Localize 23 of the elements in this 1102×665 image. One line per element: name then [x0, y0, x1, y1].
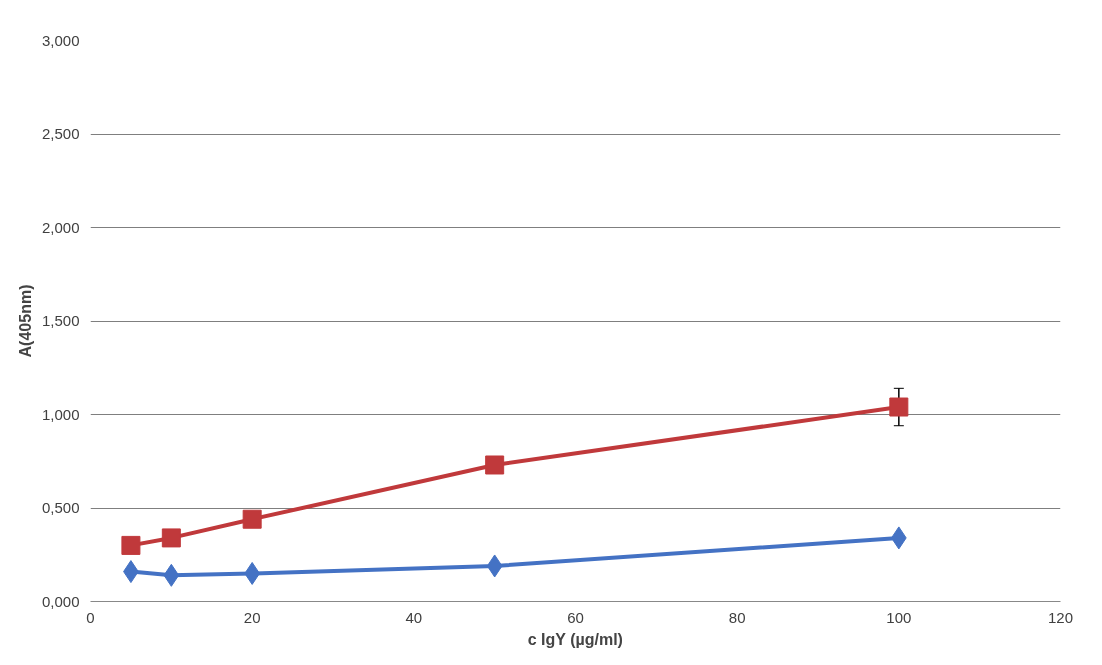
y-tick-label: 2,000 — [41, 218, 80, 236]
x-tick-label: 60 — [567, 608, 584, 626]
point — [485, 455, 505, 475]
point — [242, 509, 262, 529]
point — [889, 397, 909, 417]
x-tick-label: 80 — [728, 608, 746, 626]
y-tick-label: 1,000 — [41, 405, 80, 423]
x-axis-title: c IgY (µg/ml) — [527, 630, 623, 648]
x-tick-label: 100 — [886, 608, 912, 626]
x-tick-label: 120 — [1047, 608, 1074, 626]
x-tick-label: 40 — [405, 608, 423, 626]
y-tick-label: 3,000 — [41, 31, 80, 49]
y-tick-label: 1,500 — [41, 312, 80, 329]
y-tick-label: 0,500 — [41, 499, 80, 516]
point — [161, 528, 181, 548]
x-tick-label: 20 — [243, 608, 261, 626]
point — [486, 554, 503, 578]
point — [121, 535, 141, 555]
y-tick-label: 2,500 — [41, 125, 80, 142]
point — [163, 563, 180, 587]
x-tick-label: 0 — [86, 608, 95, 626]
y-axis-title: A(405nm) — [16, 284, 34, 358]
y-tick-label: 0,000 — [41, 592, 80, 610]
